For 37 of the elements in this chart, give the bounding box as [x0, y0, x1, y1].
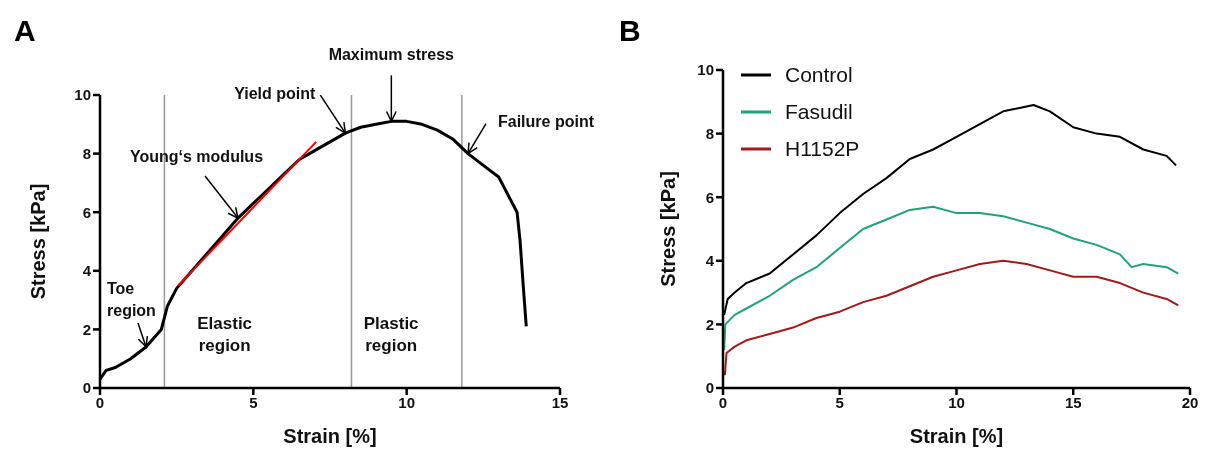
x-tick-label: 15	[1064, 393, 1082, 411]
y-axis-title: Stress [kPa]	[27, 183, 50, 300]
annotation: Failure point	[498, 112, 595, 130]
y-tick-label: 8	[82, 144, 91, 162]
chart-title: B	[619, 14, 641, 48]
y-tick-label: 0	[82, 379, 91, 397]
y-tick-label: 4	[82, 262, 92, 280]
y-tick-label: 6	[82, 203, 91, 221]
annotation: Young‘s modulus	[130, 148, 264, 166]
legend-label: H1152P	[785, 136, 860, 161]
y-tick-label: 10	[74, 86, 91, 104]
x-axis-title: Strain [%]	[283, 425, 377, 447]
x-tick-label: 10	[948, 393, 965, 411]
y-tick-label: 0	[705, 379, 714, 397]
x-tick-label: 5	[249, 393, 258, 411]
annotation: Yield point	[234, 85, 316, 103]
annotation: Maximum stress	[328, 46, 455, 64]
y-axis-title: Stress [kPa]	[657, 171, 680, 287]
legend-label: Control	[785, 62, 853, 87]
chart-title: A	[14, 14, 36, 48]
x-tick-label: 10	[398, 393, 416, 411]
annotation: Plastic region	[363, 314, 419, 356]
legend-label: Fasudil	[785, 99, 853, 124]
y-tick-label: 2	[705, 315, 714, 333]
x-tick-label: 0	[95, 393, 105, 411]
y-tick-label: 8	[705, 124, 714, 142]
annotation: Elastic region	[197, 314, 253, 356]
y-tick-label: 2	[82, 320, 91, 338]
y-tick-label: 10	[697, 61, 714, 79]
y-tick-label: 4	[705, 252, 715, 270]
y-tick-label: 6	[705, 188, 714, 206]
x-axis-title: Strain [%]	[909, 425, 1004, 447]
x-tick-label: 0	[718, 393, 728, 411]
x-tick-label: 20	[1181, 393, 1199, 411]
x-tick-label: 15	[551, 393, 569, 411]
x-tick-label: 5	[835, 393, 844, 411]
annotation: Toe region	[107, 279, 156, 319]
